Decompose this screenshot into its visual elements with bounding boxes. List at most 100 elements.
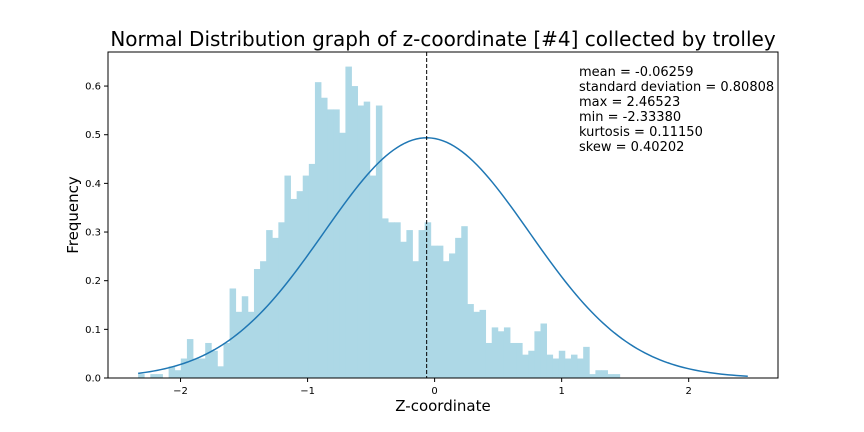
histogram-bar — [223, 342, 230, 378]
histogram-bar — [186, 339, 194, 378]
histogram-bar — [284, 175, 291, 378]
histogram-bar — [455, 237, 462, 378]
y-tick-label: 0.4 — [85, 179, 101, 190]
histogram-bar — [272, 237, 279, 378]
x-tick-label: 0 — [431, 386, 437, 397]
histogram-bar — [235, 311, 243, 378]
histogram-bar — [497, 331, 505, 378]
histogram-bar — [510, 342, 517, 378]
histogram-bar — [430, 245, 438, 378]
histogram-bar — [400, 241, 407, 378]
histogram-bar — [528, 350, 535, 378]
histogram-bar — [558, 350, 566, 378]
normal-pdf-curve — [138, 137, 748, 377]
histogram-bar — [552, 358, 560, 378]
histogram-bar — [327, 109, 334, 379]
histogram-bar — [351, 86, 359, 379]
histogram-bar — [522, 354, 529, 378]
histogram-bar — [302, 175, 310, 378]
stats-line: mean = -0.06259 — [579, 65, 693, 80]
y-tick-label: 0.6 — [85, 82, 101, 93]
histogram-bar — [193, 358, 200, 378]
y-tick-label: 0.3 — [85, 228, 101, 239]
histogram-bar — [461, 226, 468, 378]
histogram-bar — [321, 97, 328, 379]
histogram-bar — [333, 109, 340, 379]
histogram-bar — [180, 358, 188, 378]
histogram-bar — [601, 370, 608, 378]
histogram-bar — [412, 261, 419, 378]
histogram-bar — [381, 218, 389, 378]
y-axis: 0.0 0.1 0.2 0.3 0.4 0.5 0.6 — [85, 82, 108, 385]
histogram-bar — [314, 82, 322, 378]
histogram-bar — [436, 245, 444, 378]
histogram-bar — [229, 288, 237, 378]
y-tick-label: 0.0 — [85, 374, 101, 385]
y-axis-label: Frequency — [64, 176, 82, 254]
histogram-bar — [479, 309, 487, 378]
histogram-bar — [406, 230, 413, 378]
y-tick-label: 0.1 — [85, 325, 101, 336]
histogram-bar — [290, 198, 298, 378]
histogram-bar — [589, 374, 596, 378]
histogram-bar — [449, 253, 456, 378]
histogram-bar — [247, 311, 255, 378]
plot-area-frame — [107, 51, 779, 379]
histogram-bar — [546, 354, 554, 378]
histogram-bar — [540, 323, 548, 378]
histogram-bars — [138, 66, 621, 379]
histogram-bar — [607, 374, 615, 378]
histogram-bar — [308, 163, 316, 378]
x-tick-label: 2 — [686, 386, 692, 397]
histogram-bar — [241, 296, 249, 378]
stats-line: skew = 0.40202 — [579, 140, 684, 155]
x-tick-label: −2 — [173, 386, 188, 397]
histogram-bar — [418, 230, 426, 378]
histogram-bar — [503, 327, 511, 378]
histogram-bar — [217, 366, 224, 378]
histogram-bar — [211, 350, 218, 378]
histogram-bar — [473, 311, 480, 378]
histogram-bar — [138, 374, 145, 378]
histogram-bar — [168, 366, 176, 378]
histogram-bar — [485, 342, 493, 378]
histogram-bar — [205, 342, 212, 378]
stats-line: kurtosis = 0.11150 — [579, 125, 703, 140]
histogram-bar — [260, 261, 267, 378]
histogram-bar — [357, 105, 365, 378]
histogram-bar — [363, 101, 371, 378]
histogram-bar — [516, 342, 523, 378]
histogram-bar — [339, 132, 346, 378]
histogram-bar — [174, 370, 182, 378]
x-tick-label: −1 — [300, 386, 315, 397]
x-axis: −2 −1 0 1 2 — [173, 378, 692, 397]
histogram-bar — [570, 354, 578, 378]
histogram-bar — [296, 191, 304, 378]
histogram-bar — [388, 222, 395, 378]
histogram-bar — [150, 374, 157, 378]
histogram-bar — [345, 66, 352, 378]
histogram-bar — [442, 261, 450, 378]
histogram-bar — [491, 327, 499, 378]
y-tick-label: 0.2 — [85, 276, 101, 287]
histogram-bar — [583, 346, 590, 378]
x-axis-label: Z-coordinate — [395, 397, 490, 415]
histogram-bar — [467, 304, 474, 378]
histogram-bar — [199, 358, 206, 378]
histogram-bar — [577, 358, 584, 378]
stats-line: min = -2.33380 — [579, 110, 681, 125]
histogram-bar — [424, 222, 432, 378]
histogram-bar — [375, 105, 383, 378]
histogram-bar — [595, 370, 602, 378]
y-tick-label: 0.5 — [85, 130, 101, 141]
chart-title: Normal Distribution graph of z-coordinat… — [110, 27, 775, 51]
histogram-bar — [534, 331, 541, 378]
histogram-bar — [394, 222, 401, 378]
histogram-bar — [156, 374, 163, 378]
stats-line: standard deviation = 0.80808 — [579, 80, 774, 95]
histogram-bar — [253, 269, 261, 378]
histogram-bar — [369, 175, 377, 378]
histogram-bar — [613, 374, 621, 378]
stats-line: max = 2.46523 — [579, 95, 680, 110]
